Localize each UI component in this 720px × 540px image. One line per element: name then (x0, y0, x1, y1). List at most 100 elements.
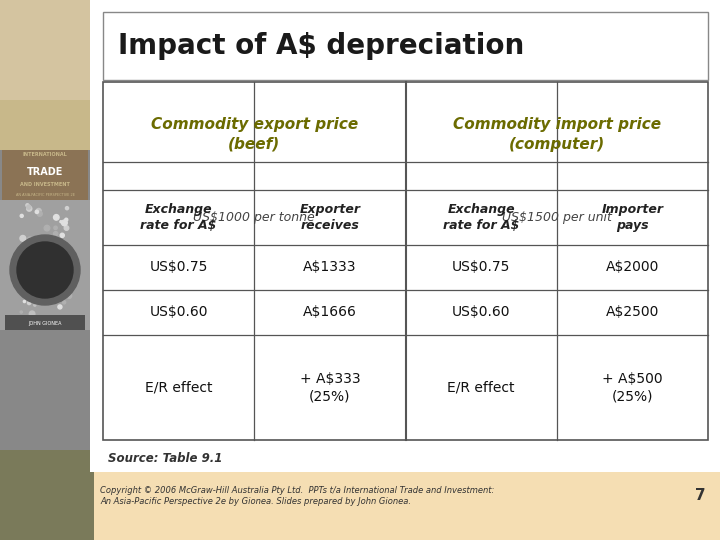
Circle shape (60, 221, 62, 222)
Text: Commodity import price: Commodity import price (453, 117, 661, 132)
Circle shape (63, 301, 66, 304)
Circle shape (27, 240, 30, 244)
Circle shape (65, 251, 70, 255)
Circle shape (66, 207, 68, 210)
FancyBboxPatch shape (0, 450, 90, 540)
Circle shape (26, 204, 29, 207)
Text: US$0.75: US$0.75 (452, 260, 510, 274)
Circle shape (60, 241, 64, 246)
Text: US$0.60: US$0.60 (149, 305, 208, 319)
Circle shape (35, 210, 39, 213)
Text: Impact of A$ depreciation: Impact of A$ depreciation (118, 32, 524, 60)
Circle shape (17, 242, 73, 298)
Circle shape (10, 235, 80, 305)
Text: Exporter
receives: Exporter receives (300, 203, 361, 232)
Circle shape (30, 273, 35, 278)
Circle shape (54, 226, 58, 230)
Circle shape (20, 214, 23, 218)
Circle shape (56, 273, 59, 275)
Circle shape (30, 241, 35, 245)
Circle shape (32, 256, 35, 259)
Circle shape (49, 271, 51, 273)
Circle shape (61, 270, 63, 272)
Text: E/R effect: E/R effect (447, 380, 515, 394)
Circle shape (63, 290, 68, 295)
FancyBboxPatch shape (90, 0, 720, 472)
Circle shape (58, 300, 60, 302)
Text: US$1500 per unit: US$1500 per unit (502, 211, 612, 224)
Circle shape (53, 232, 58, 236)
Circle shape (45, 265, 49, 269)
Circle shape (19, 252, 24, 256)
Circle shape (66, 293, 70, 297)
Circle shape (53, 214, 59, 220)
Circle shape (40, 321, 45, 326)
Circle shape (61, 220, 67, 226)
Circle shape (41, 255, 46, 260)
Circle shape (30, 318, 35, 322)
Text: 7: 7 (696, 489, 706, 503)
FancyBboxPatch shape (0, 100, 90, 150)
Circle shape (50, 247, 54, 251)
Circle shape (25, 288, 29, 292)
Circle shape (34, 304, 36, 306)
FancyBboxPatch shape (103, 82, 708, 440)
Circle shape (20, 311, 22, 313)
Text: Exchange
rate for A$: Exchange rate for A$ (140, 203, 217, 232)
Text: Importer
pays: Importer pays (601, 203, 663, 232)
Circle shape (27, 237, 32, 242)
Text: US$0.75: US$0.75 (150, 260, 208, 274)
Circle shape (20, 235, 26, 241)
Circle shape (33, 284, 38, 288)
FancyBboxPatch shape (0, 150, 90, 450)
Circle shape (44, 318, 47, 320)
Text: Exchange
rate for A$: Exchange rate for A$ (443, 203, 519, 232)
Text: (beef): (beef) (228, 137, 280, 152)
Text: Copyright © 2006 McGraw-Hill Australia Pty Ltd.  PPTs t/a International Trade an: Copyright © 2006 McGraw-Hill Australia P… (100, 487, 495, 505)
Circle shape (67, 294, 71, 298)
Text: A$2500: A$2500 (606, 305, 659, 319)
Text: A$2000: A$2000 (606, 260, 659, 274)
Circle shape (65, 218, 68, 221)
Text: JOHN GIONEA: JOHN GIONEA (28, 321, 62, 326)
FancyBboxPatch shape (0, 0, 90, 150)
FancyBboxPatch shape (2, 150, 88, 210)
Circle shape (37, 211, 42, 216)
Circle shape (23, 249, 27, 253)
Text: INTERNATIONAL: INTERNATIONAL (22, 152, 68, 158)
Circle shape (59, 287, 62, 289)
Text: US$0.60: US$0.60 (452, 305, 510, 319)
Text: Source: Table 9.1: Source: Table 9.1 (108, 451, 222, 464)
Circle shape (41, 297, 45, 301)
Text: + A$333
(25%): + A$333 (25%) (300, 372, 360, 403)
Circle shape (60, 233, 64, 238)
Text: E/R effect: E/R effect (145, 380, 212, 394)
Text: Commodity export price: Commodity export price (150, 117, 358, 132)
Circle shape (27, 206, 32, 211)
Circle shape (61, 251, 66, 255)
Circle shape (64, 226, 68, 230)
Circle shape (22, 281, 25, 283)
Text: A$1666: A$1666 (303, 305, 357, 319)
Circle shape (27, 301, 31, 305)
Circle shape (47, 275, 49, 278)
Circle shape (36, 293, 41, 299)
Circle shape (27, 205, 31, 209)
Circle shape (50, 241, 54, 245)
Circle shape (36, 208, 41, 213)
Text: AND INVESTMENT: AND INVESTMENT (20, 183, 70, 187)
FancyBboxPatch shape (90, 472, 720, 540)
Text: + A$500
(25%): + A$500 (25%) (602, 372, 662, 403)
Circle shape (18, 320, 22, 325)
Circle shape (48, 317, 52, 322)
Text: TRADE: TRADE (27, 167, 63, 177)
Circle shape (23, 300, 25, 302)
FancyBboxPatch shape (0, 200, 90, 330)
FancyBboxPatch shape (5, 315, 85, 330)
Text: A$1333: A$1333 (303, 260, 356, 274)
Circle shape (58, 305, 62, 309)
Text: (computer): (computer) (508, 137, 605, 152)
FancyBboxPatch shape (90, 472, 94, 540)
Circle shape (44, 225, 50, 231)
Circle shape (64, 251, 66, 253)
